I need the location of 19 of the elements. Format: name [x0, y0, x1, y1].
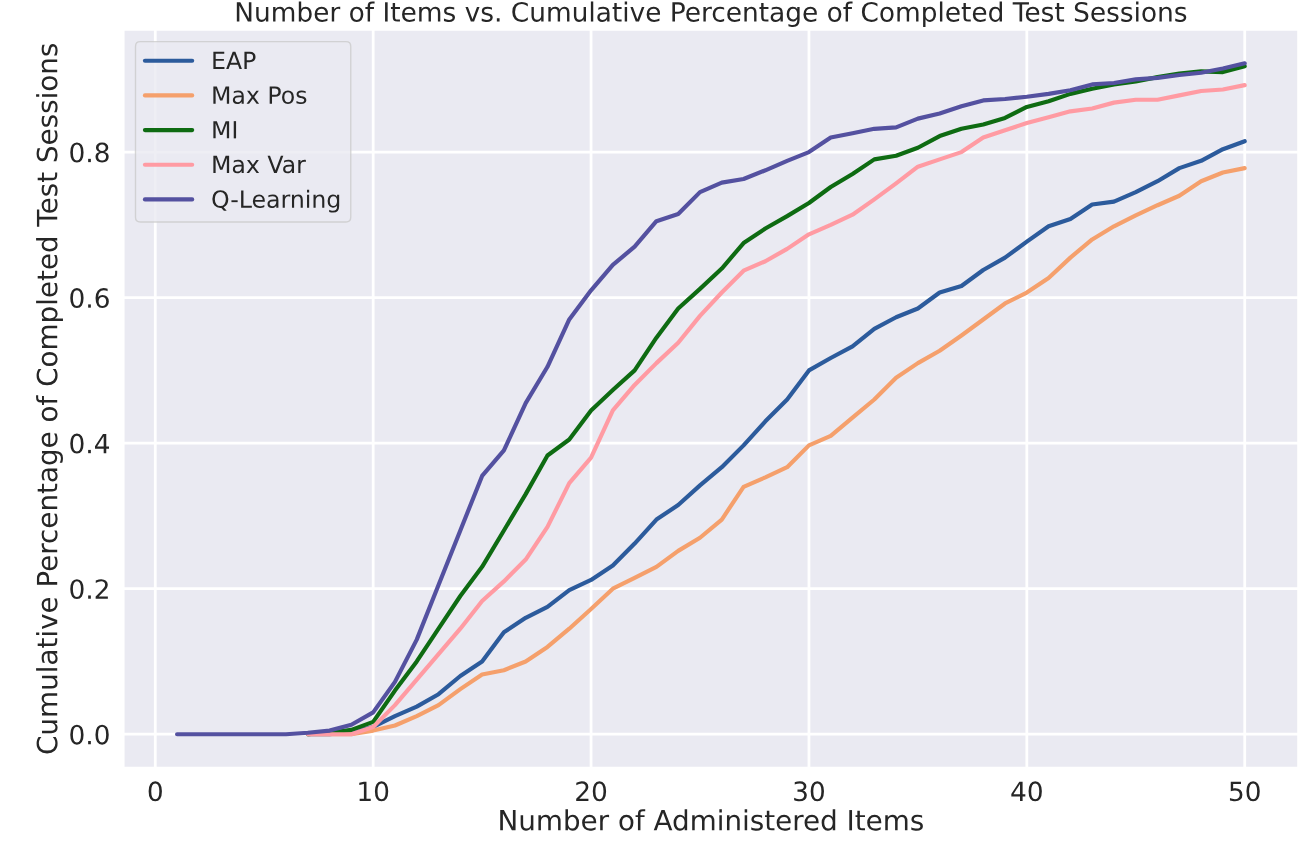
x-tick-label: 10 [359, 781, 389, 802]
legend-label: Max Pos [213, 86, 307, 105]
y-axis-title: Cumulative Percentage of Completed Test Sessions [36, 43, 63, 754]
y-tick-label: 0.4 [70, 433, 110, 454]
x-tick-label: 20 [576, 781, 607, 802]
legend-label: Q-Learning [212, 189, 340, 213]
chart-title: Number of Items vs. Cumulative Percentage of Completed Test Sessions [236, 1, 1187, 28]
legend-label: EAP [213, 51, 256, 70]
y-tick-label: 0.2 [70, 579, 108, 600]
legend-label: Max Var [213, 155, 306, 174]
x-tick-label: 30 [794, 781, 824, 802]
x-tick-label: 40 [1011, 781, 1042, 802]
x-tick-label: 50 [1229, 781, 1260, 802]
y-tick-label: 0.8 [70, 142, 109, 163]
x-axis-title: Number of Administered Items [500, 809, 923, 831]
legend-label: MI [213, 121, 237, 139]
x-tick-label: 0 [148, 781, 162, 802]
y-tick-label: 0.6 [70, 288, 109, 309]
y-tick-label: 0.0 [70, 724, 109, 745]
